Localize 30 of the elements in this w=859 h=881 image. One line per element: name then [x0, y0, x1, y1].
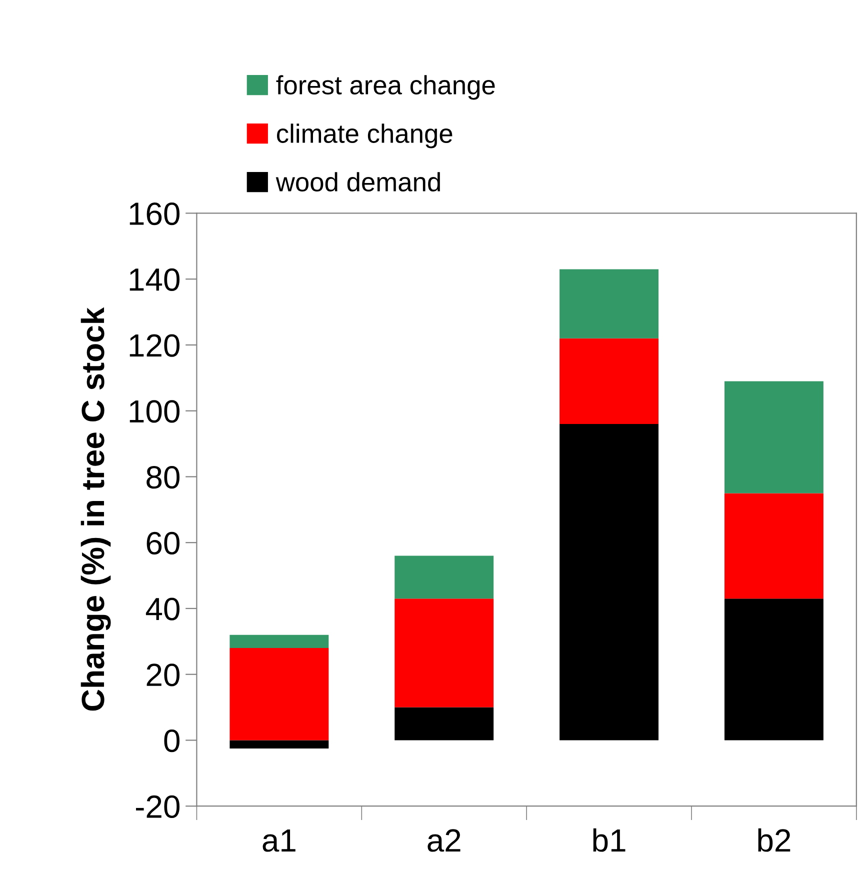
- y-tick-label: 80: [146, 466, 180, 489]
- y-axis-title: Change (%) in tree C stock: [80, 307, 111, 711]
- bar: [560, 424, 659, 740]
- x-tick-label: a1: [262, 830, 296, 852]
- legend-label: forest area change: [276, 75, 495, 100]
- legend-label: climate change: [277, 124, 452, 148]
- y-tick-label: 20: [146, 664, 180, 686]
- y-tick-label: 0: [164, 730, 180, 752]
- y-tick-label: 160: [130, 202, 180, 226]
- bar: [230, 648, 329, 740]
- bar: [724, 493, 824, 599]
- bar: [724, 598, 824, 740]
- x-tick-label: b2: [758, 828, 790, 852]
- x-tick-label: a2: [428, 829, 460, 852]
- y-tick-label: -20: [136, 795, 180, 818]
- legend-label: wood demand: [276, 172, 440, 192]
- bar: [724, 381, 824, 494]
- bar: [230, 634, 329, 648]
- y-tick-label: 100: [130, 400, 180, 423]
- y-tick-label: 140: [130, 268, 180, 291]
- bar: [394, 707, 494, 740]
- bar: [230, 740, 329, 748]
- y-tick-label: 40: [146, 598, 180, 620]
- bar: [560, 269, 659, 338]
- y-tick-label: 120: [130, 334, 180, 357]
- x-tick-label: b1: [593, 828, 626, 852]
- bar: [560, 338, 659, 424]
- bar: [394, 598, 494, 708]
- bar: [394, 556, 494, 599]
- y-tick-label: 60: [146, 532, 180, 554]
